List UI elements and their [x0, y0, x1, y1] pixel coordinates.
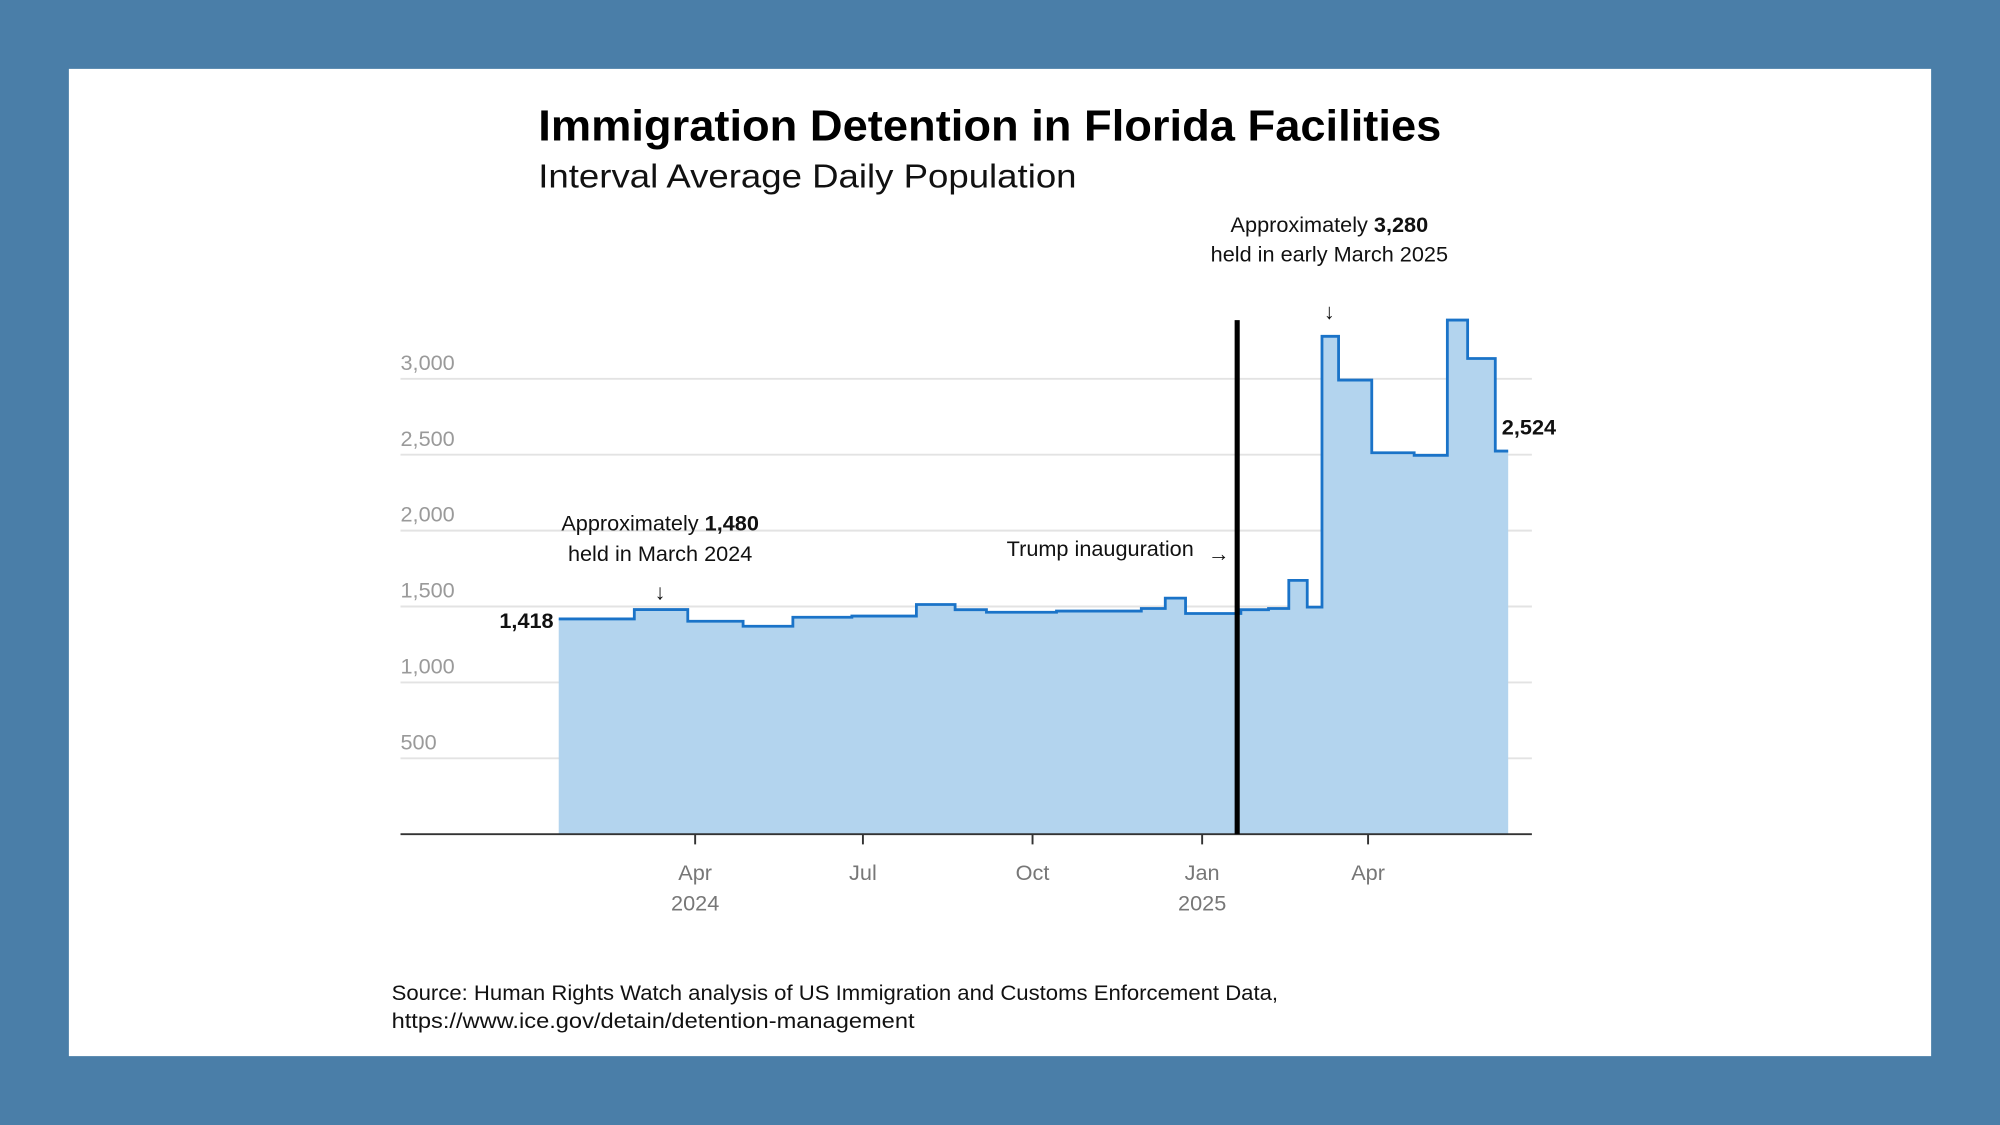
right-arrow-icon: → — [1208, 541, 1230, 566]
series-area — [558, 320, 1509, 835]
x-tick-label: Oct — [1016, 860, 1050, 885]
chart-subtitle: Interval Average Daily Population — [538, 159, 1076, 196]
data-step — [1057, 609, 1142, 614]
plot-area — [558, 318, 1509, 835]
x-tick-label: Jan — [1185, 860, 1220, 885]
data-step — [852, 614, 917, 619]
data-step — [1289, 578, 1307, 583]
x-tick-label: Jul — [849, 860, 877, 885]
x-tick-year: 2025 — [1178, 891, 1226, 916]
y-tick-label: 1,500 — [401, 578, 455, 603]
annotation-line-1: Approximately 1,480 — [561, 511, 759, 536]
y-tick-label: 3,000 — [401, 350, 455, 375]
data-step — [1495, 449, 1508, 454]
source-line-2: https://www.ice.gov/detain/detention-man… — [392, 1010, 915, 1033]
data-step — [955, 607, 986, 612]
down-arrow-icon: ↓ — [655, 579, 666, 604]
chart-title: Immigration Detention in Florida Facilit… — [538, 102, 1441, 150]
x-tick-label: Apr — [1351, 860, 1385, 885]
y-tick-label: 1,000 — [401, 653, 455, 678]
data-step — [559, 616, 635, 621]
data-step — [1339, 377, 1372, 382]
annotation-line-1: Approximately 3,280 — [1231, 212, 1429, 237]
inauguration-label: Trump inauguration — [1007, 536, 1194, 561]
data-step — [1447, 318, 1467, 323]
annotation-line-2: held in early March 2025 — [1211, 241, 1448, 266]
y-tick-label: 2,500 — [401, 426, 455, 451]
data-step — [1269, 606, 1289, 611]
y-tick-label: 2,000 — [401, 502, 455, 527]
annotation-value: 3,280 — [1374, 212, 1428, 237]
annotation-value: 1,480 — [705, 511, 759, 536]
annotation-line-2: held in March 2024 — [568, 541, 752, 566]
data-step — [916, 602, 955, 607]
source-line-1: Source: Human Rights Watch analysis of U… — [392, 982, 1278, 1005]
end-value-label: 2,524 — [1502, 414, 1556, 439]
annotation-prefix: Approximately — [561, 511, 704, 536]
data-step — [1141, 606, 1165, 611]
data-step — [1468, 356, 1496, 361]
card — [68, 68, 1932, 1057]
data-step — [743, 624, 793, 629]
data-step — [793, 615, 852, 620]
data-step — [1241, 607, 1269, 612]
down-arrow-icon: ↓ — [1324, 299, 1335, 324]
x-tick-label: Apr — [678, 860, 712, 885]
x-tick-year: 2024 — [671, 891, 719, 916]
data-step — [1186, 611, 1241, 616]
axes: Apr 2024 Jul Oct Jan 2025 Apr — [400, 833, 1532, 916]
start-value-label: 1,418 — [499, 608, 553, 633]
data-step — [1165, 596, 1185, 601]
series-line — [558, 318, 1509, 628]
annotations: Trump inauguration → 1,418 2,524 Approximate… — [499, 212, 1556, 835]
data-step — [1372, 450, 1414, 455]
data-step — [634, 607, 687, 612]
annotation-prefix: Approximately — [1231, 212, 1374, 237]
data-step — [688, 619, 743, 624]
data-step — [1322, 334, 1339, 339]
data-step — [1414, 453, 1447, 458]
data-step — [986, 610, 1056, 615]
data-step — [1307, 605, 1322, 610]
y-tick-label: 500 — [401, 729, 437, 754]
